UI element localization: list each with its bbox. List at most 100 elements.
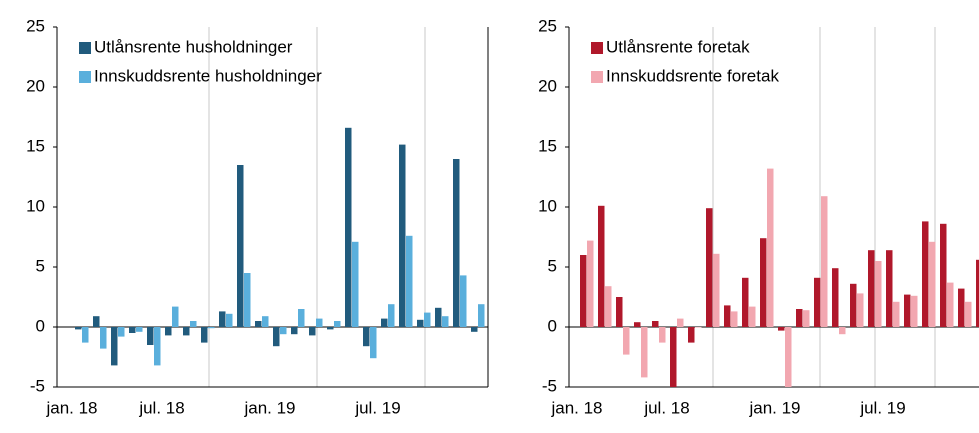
bar bbox=[803, 310, 810, 327]
bar bbox=[370, 327, 377, 359]
x-tick-label: jan. 18 bbox=[45, 398, 97, 417]
bar bbox=[399, 144, 406, 327]
bar bbox=[226, 313, 233, 327]
bar bbox=[947, 282, 954, 327]
y-tick-label: 0 bbox=[548, 316, 557, 335]
bar bbox=[616, 297, 623, 327]
bar bbox=[839, 327, 846, 335]
bar bbox=[129, 327, 136, 333]
bar bbox=[641, 327, 648, 378]
bar bbox=[201, 327, 208, 343]
x-tick-label: jan. 19 bbox=[243, 398, 295, 417]
bar bbox=[652, 321, 659, 327]
bar bbox=[244, 273, 251, 327]
bar bbox=[219, 311, 226, 327]
bar bbox=[165, 327, 172, 336]
y-tick-label: 25 bbox=[26, 16, 45, 35]
bar bbox=[262, 316, 269, 327]
bar bbox=[659, 327, 666, 343]
bar bbox=[190, 321, 197, 327]
y-tick-label: 20 bbox=[26, 76, 45, 95]
bar bbox=[136, 327, 143, 332]
x-tick-label: jul. 19 bbox=[859, 398, 905, 417]
bar bbox=[82, 327, 89, 343]
bar bbox=[478, 304, 485, 327]
legend-label: Utlånsrente foretak bbox=[606, 37, 750, 56]
bar bbox=[280, 327, 287, 335]
bar bbox=[677, 318, 684, 327]
legend-label: Innskuddsrente foretak bbox=[606, 66, 779, 85]
bar bbox=[471, 327, 478, 332]
bar bbox=[850, 283, 857, 327]
bar bbox=[460, 275, 467, 327]
bar bbox=[327, 327, 334, 330]
bar bbox=[695, 327, 702, 328]
bar bbox=[814, 277, 821, 327]
bar bbox=[172, 306, 179, 327]
bar bbox=[183, 327, 190, 336]
bar bbox=[309, 327, 316, 336]
bar bbox=[154, 327, 161, 366]
bar bbox=[345, 127, 352, 327]
x-tick-label: jul. 18 bbox=[643, 398, 689, 417]
bar bbox=[208, 327, 215, 329]
bar bbox=[731, 311, 738, 327]
bar bbox=[922, 221, 929, 327]
legend-swatch bbox=[79, 42, 91, 54]
bar bbox=[100, 327, 107, 349]
x-tick-label: jan. 18 bbox=[550, 398, 602, 417]
bar bbox=[940, 223, 947, 327]
bar bbox=[670, 327, 677, 387]
bar bbox=[796, 309, 803, 327]
bar bbox=[857, 293, 864, 327]
y-tick-label: 0 bbox=[36, 316, 45, 335]
bar bbox=[886, 250, 893, 327]
bar bbox=[623, 327, 630, 355]
bar bbox=[424, 312, 431, 327]
bar bbox=[453, 159, 460, 327]
bar bbox=[904, 294, 911, 327]
y-tick-label: -5 bbox=[30, 376, 45, 395]
bar bbox=[598, 205, 605, 327]
legend-swatch bbox=[591, 42, 603, 54]
bars bbox=[75, 127, 485, 366]
bar bbox=[688, 327, 695, 343]
bar bbox=[605, 286, 612, 327]
bar bbox=[111, 327, 118, 366]
y-tick-label: 10 bbox=[538, 196, 557, 215]
bar bbox=[706, 208, 713, 327]
bar bbox=[875, 261, 882, 327]
bar bbox=[363, 327, 370, 347]
bar bbox=[965, 301, 972, 327]
bar bbox=[291, 327, 298, 335]
bar bbox=[580, 255, 587, 327]
bar bbox=[435, 307, 442, 327]
y-tick-label: 5 bbox=[36, 256, 45, 275]
bar bbox=[298, 309, 305, 327]
bar bbox=[75, 327, 82, 330]
y-tick-label: 10 bbox=[26, 196, 45, 215]
legend-swatch bbox=[79, 71, 91, 83]
y-tick-label: 15 bbox=[26, 136, 45, 155]
x-tick-label: jan. 19 bbox=[748, 398, 800, 417]
x-tick-label: jul. 19 bbox=[354, 398, 400, 417]
y-tick-label: -5 bbox=[542, 376, 557, 395]
bar bbox=[406, 235, 413, 327]
bar bbox=[976, 259, 979, 327]
y-tick-label: 15 bbox=[538, 136, 557, 155]
legend-label: Innskuddsrente husholdninger bbox=[94, 66, 322, 85]
bar bbox=[388, 304, 395, 327]
bar bbox=[587, 240, 594, 327]
bar bbox=[724, 305, 731, 327]
bar bbox=[334, 321, 341, 327]
y-tick-label: 25 bbox=[538, 16, 557, 35]
bar bbox=[868, 250, 875, 327]
bar bbox=[742, 277, 749, 327]
bar bbox=[417, 319, 424, 327]
bar bbox=[778, 327, 785, 331]
bar bbox=[958, 288, 965, 327]
bar bbox=[147, 327, 154, 345]
bar bbox=[713, 253, 720, 327]
